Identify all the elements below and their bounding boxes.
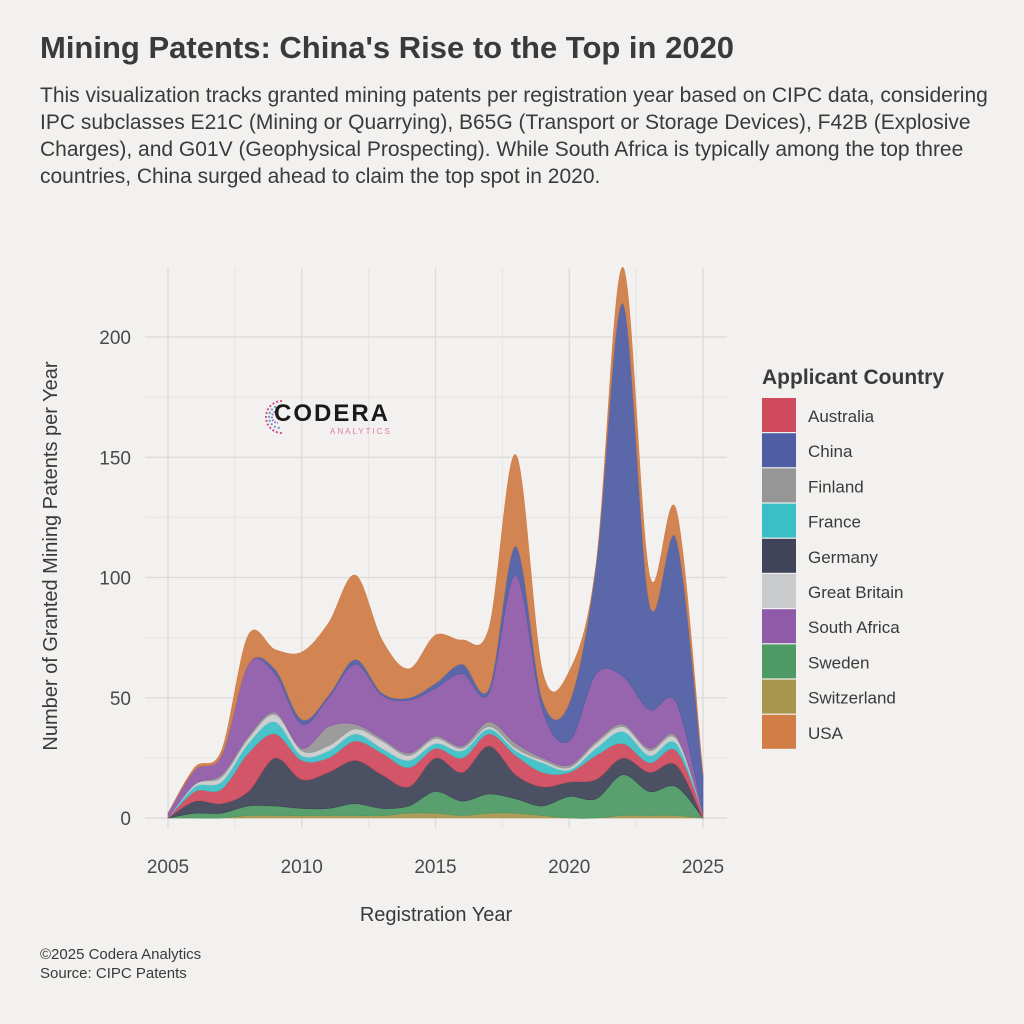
source-text: Source: CIPC Patents	[40, 965, 187, 982]
codera-logo: CODERA ANALYTICS	[262, 393, 422, 443]
legend-label-australia: Australia	[808, 407, 875, 426]
stream-layers	[167, 266, 704, 819]
chart-subtitle: This visualization tracks granted mining…	[40, 84, 988, 188]
y-axis-title: Number of Granted Mining Patents per Yea…	[40, 361, 62, 750]
legend-title: Applicant Country	[762, 366, 944, 389]
legend-label-sweden: Sweden	[808, 653, 869, 672]
y-axis-ticks: 0 50 100 150 200	[99, 328, 131, 830]
legend-swatch-australia	[762, 398, 796, 432]
legend-swatch-france	[762, 503, 796, 538]
stream-usa	[167, 266, 704, 814]
legend-swatch-usa	[762, 714, 796, 749]
x-tick-label-1: 2010	[281, 857, 323, 878]
y-tick-label-1: 50	[110, 689, 131, 710]
chart-title: Mining Patents: China's Rise to the Top …	[40, 30, 735, 65]
legend-swatch-germany	[762, 538, 796, 573]
legend-label-usa: USA	[808, 724, 844, 743]
y-tick-label-3: 150	[99, 448, 131, 469]
legend-label-germany: Germany	[808, 548, 878, 567]
x-axis-ticks: 2005 2010 2015 2020 2025	[147, 857, 724, 878]
y-tick-label-2: 100	[99, 569, 131, 590]
legend-swatch-switzerland	[762, 679, 796, 714]
caption: ©2025 Codera Analytics Source: CIPC Pate…	[40, 945, 201, 983]
legend-label-switzerland: Switzerland	[808, 689, 896, 708]
logo-mark-icon	[265, 400, 283, 434]
legend-swatch-china	[762, 433, 796, 468]
x-tick-label-4: 2025	[682, 857, 724, 878]
legend-label-finland: Finland	[808, 477, 864, 496]
copyright-text: ©2025 Codera Analytics	[40, 946, 202, 963]
legend-label-south-africa: South Africa	[808, 618, 900, 637]
legend-swatch-sweden	[762, 644, 796, 679]
legend-swatch-great-britain	[762, 574, 796, 608]
legend-label-china: China	[808, 442, 853, 461]
x-tick-label-2: 2015	[414, 857, 456, 878]
y-tick-label-4: 200	[99, 328, 131, 349]
y-tick-label-0: 0	[120, 809, 131, 830]
logo-subtitle: ANALYTICS	[330, 427, 392, 436]
legend-label-great-britain: Great Britain	[808, 583, 903, 602]
x-tick-label-0: 2005	[147, 857, 189, 878]
logo-wordmark: CODERA	[274, 400, 391, 427]
legend-swatch-finland	[762, 468, 796, 503]
legend-swatch-south-africa	[762, 609, 796, 644]
x-axis-title: Registration Year	[360, 904, 513, 926]
legend-label-france: France	[808, 513, 861, 532]
legend: Applicant Country Australia China Finland F…	[762, 366, 944, 749]
x-tick-label-3: 2020	[548, 857, 590, 878]
